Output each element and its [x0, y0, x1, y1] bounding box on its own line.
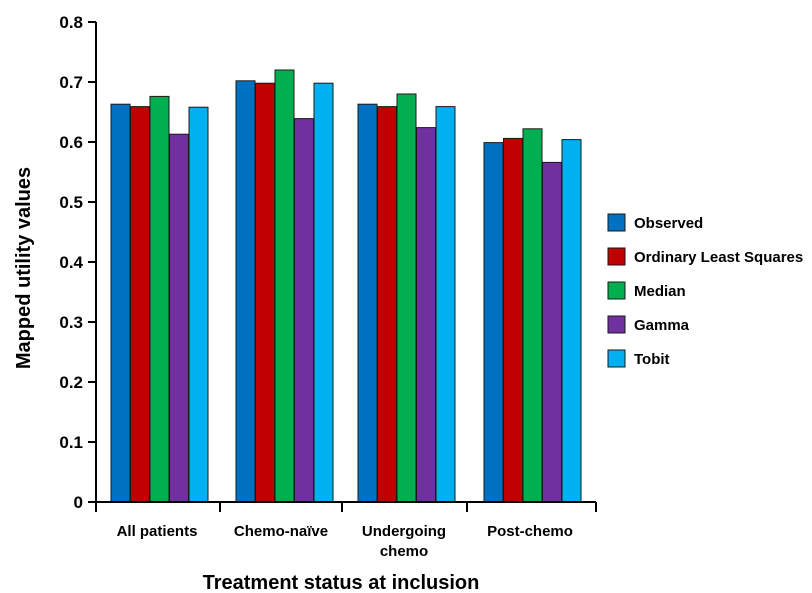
bar-observed-2: [357, 103, 378, 503]
bar-median-1: [274, 69, 295, 503]
bar-median-2: [396, 93, 417, 503]
legend-swatch: [607, 213, 626, 232]
legend-label: Ordinary Least Squares: [634, 249, 803, 266]
legend-swatch: [607, 247, 626, 266]
x-category-label: All patients: [117, 523, 198, 540]
bar-gamma-2: [416, 127, 436, 503]
bar-median-0: [149, 95, 170, 503]
legend-swatch: [607, 315, 626, 334]
x-category-labels: All patients Chemo-naïve Undergoing chemo Po…: [117, 523, 573, 560]
legend-label: Observed: [634, 215, 703, 232]
legend-label: Gamma: [634, 317, 690, 334]
bar-ordinary-least-squares-2: [377, 106, 397, 503]
legend-label: Tobit: [634, 351, 670, 368]
y-tick-label: 0.7: [59, 73, 83, 92]
y-axis-title: Mapped utility values: [13, 167, 35, 369]
x-category-label: Undergoing chemo: [362, 523, 446, 560]
legend-swatch: [607, 349, 626, 368]
bar-observed-1: [235, 80, 256, 503]
legend: Observed Ordinary Least Squares Median Gamm…: [607, 213, 803, 368]
legend-swatch: [607, 281, 626, 300]
y-ticks-group: 0 0.1 0.2 0.3 0.4 0.5 0.6 0.7 0.8: [59, 13, 96, 512]
x-category-label: Chemo-naïve: [234, 523, 328, 540]
y-tick-label: 0.8: [59, 13, 83, 32]
bar-ordinary-least-squares-3: [503, 137, 523, 503]
y-tick-label: 0.2: [59, 373, 83, 392]
bar-observed-3: [483, 142, 504, 503]
bar-tobit-0: [188, 106, 209, 503]
bar-median-3: [522, 128, 543, 503]
bar-gamma-3: [542, 161, 562, 503]
y-tick-label: 0.4: [59, 253, 83, 272]
bar-ordinary-least-squares-1: [255, 82, 275, 503]
bar-tobit-3: [561, 139, 582, 503]
bar-tobit-2: [435, 106, 456, 503]
y-tick-label: 0.5: [59, 193, 83, 212]
bar-gamma-0: [169, 133, 189, 503]
bar-observed-0: [110, 103, 131, 503]
bar-gamma-1: [294, 118, 314, 503]
x-category-label: Post-chemo: [487, 523, 573, 540]
y-tick-label: 0.6: [59, 133, 83, 152]
y-tick-label: 0.3: [59, 313, 83, 332]
bar-ordinary-least-squares-0: [130, 106, 150, 503]
x-axis-title: Treatment status at inclusion: [203, 572, 480, 593]
y-tick-label: 0: [74, 493, 83, 512]
bars-group: [110, 69, 582, 503]
legend-label: Median: [634, 283, 686, 300]
y-tick-label: 0.1: [59, 433, 83, 452]
bar-tobit-1: [313, 82, 334, 503]
